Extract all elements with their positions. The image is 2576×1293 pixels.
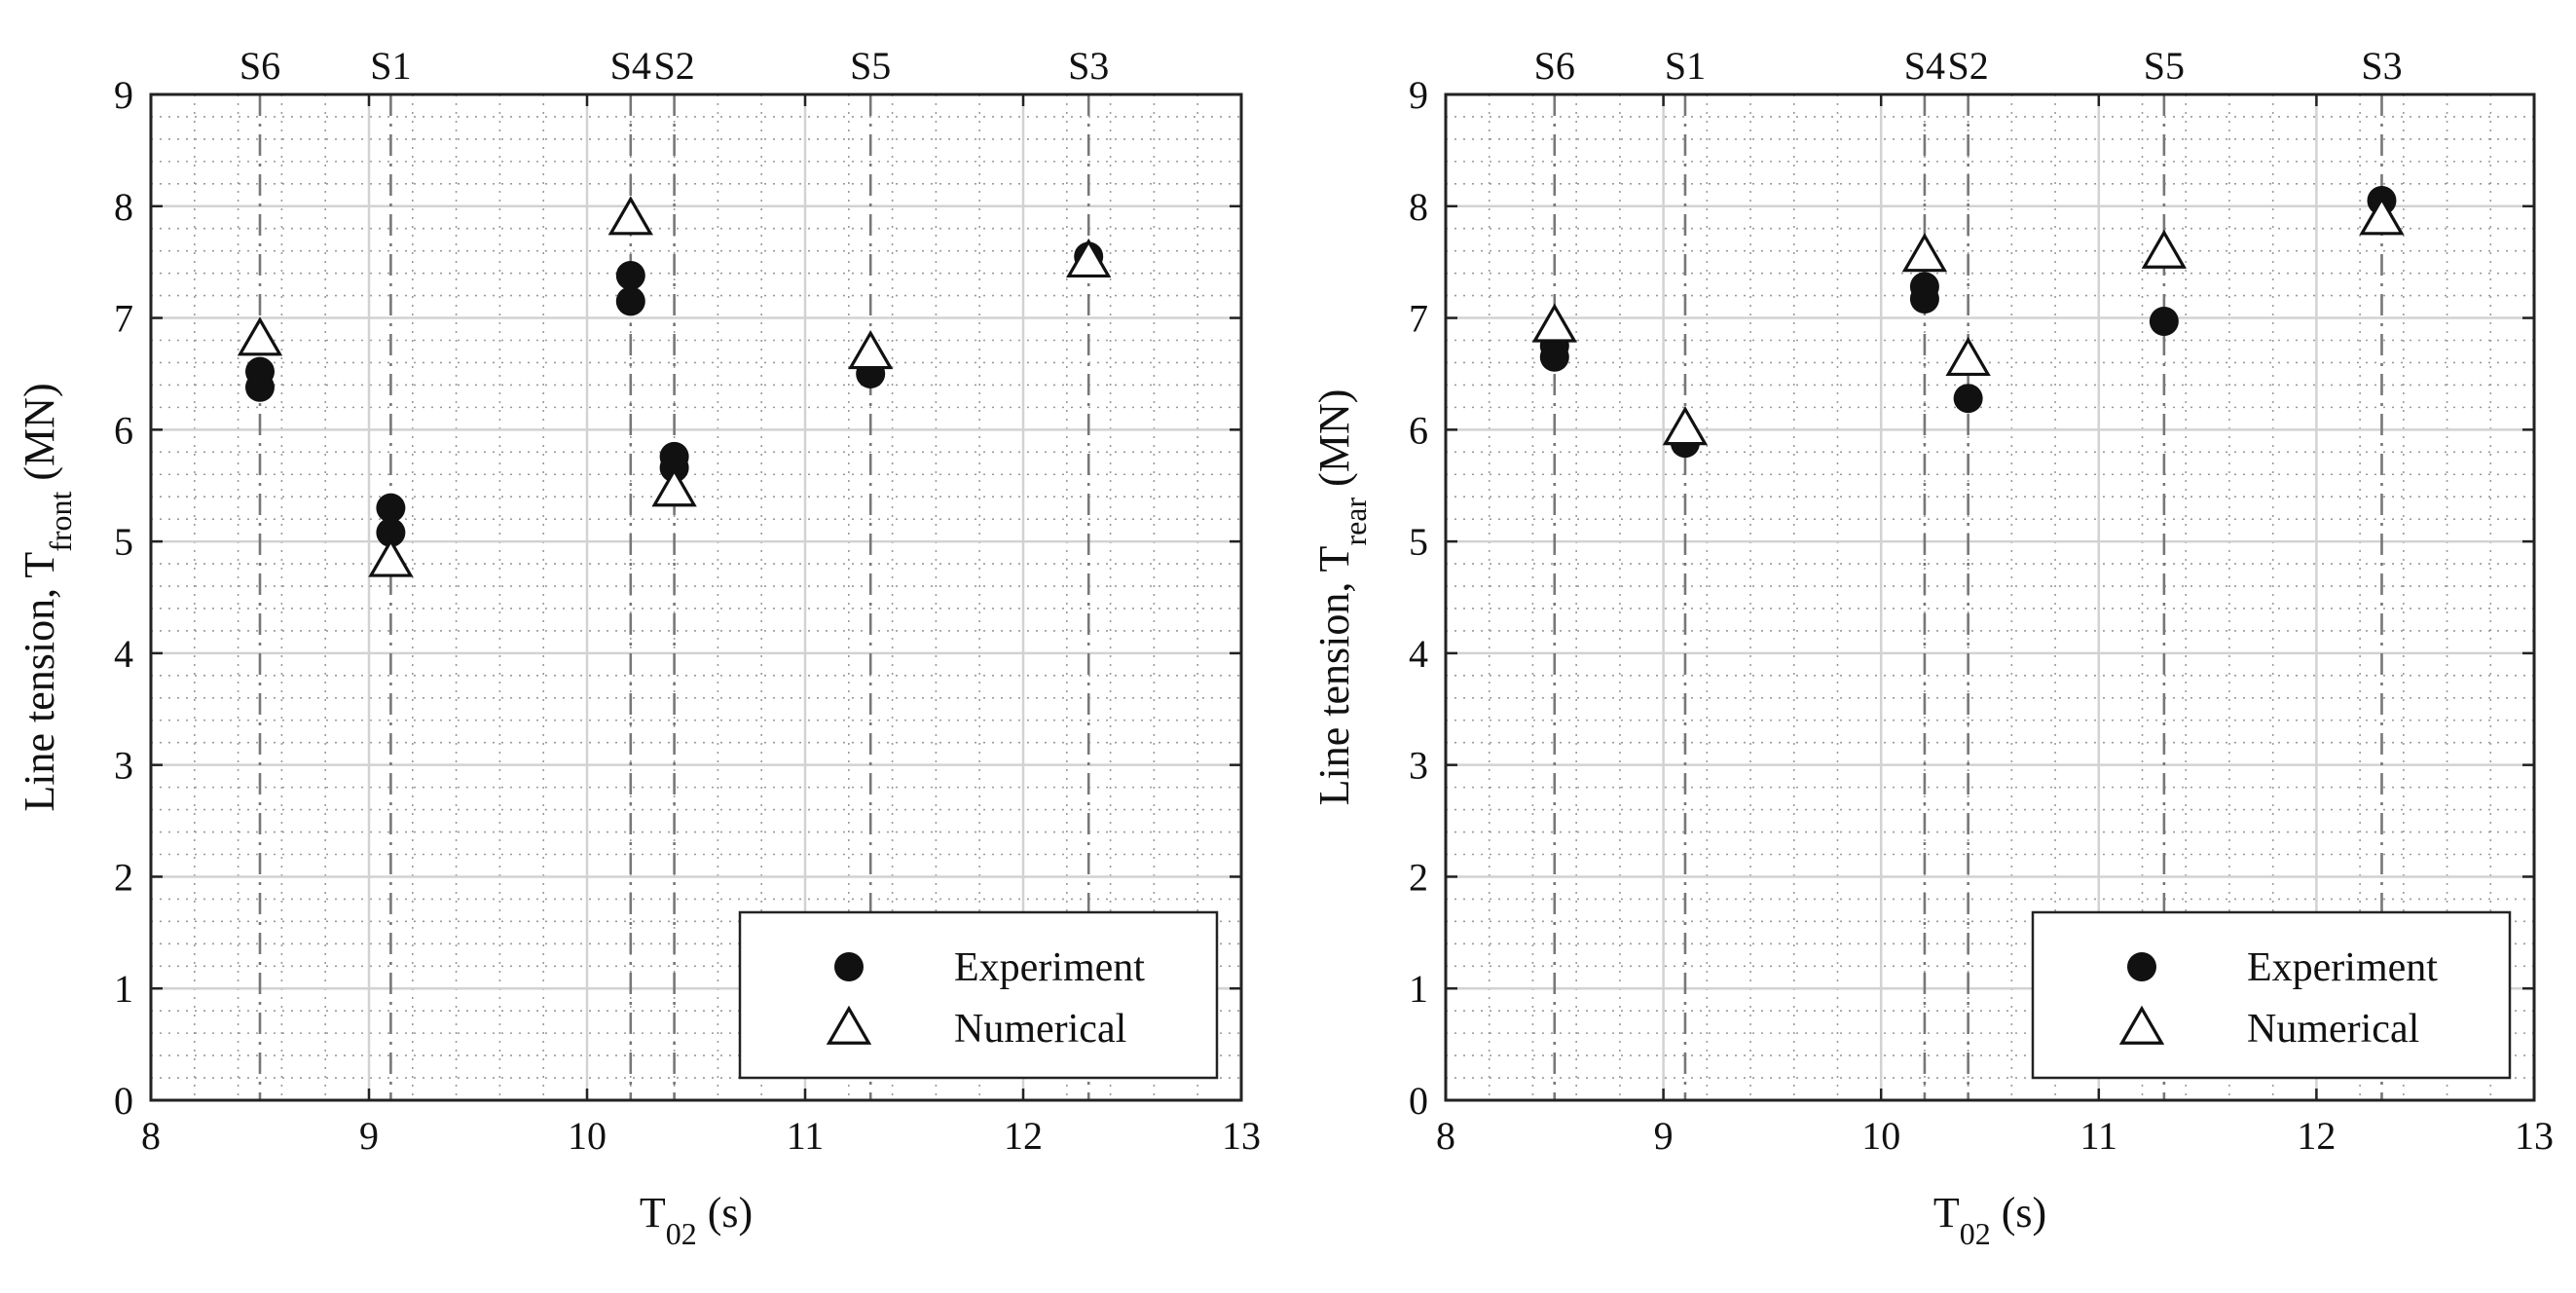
legend-box (2031, 910, 2512, 1080)
y-tick-label: 8 (1409, 185, 1428, 229)
x-tick-label: 13 (1222, 1114, 1261, 1158)
series-numerical (1531, 196, 2405, 446)
state-label-s4: S4 (610, 44, 651, 88)
y-tick-label: 4 (114, 632, 133, 676)
x-axis-label: T02 (s) (640, 1189, 753, 1251)
y-tick-label: 6 (1409, 408, 1428, 452)
y-tick-label: 5 (114, 520, 133, 564)
experiment-point (615, 286, 645, 316)
x-tick-label: 8 (141, 1114, 161, 1158)
y-tick-label: 9 (114, 73, 133, 117)
x-tick-label: 13 (2515, 1114, 2554, 1158)
y-tick-label: 3 (1409, 744, 1428, 788)
y-tick-label: 2 (114, 855, 133, 899)
legend-numerical-label: Numerical (2247, 1007, 2419, 1052)
state-label-s3: S3 (2361, 44, 2402, 88)
legend-numerical-label: Numerical (954, 1007, 1126, 1052)
numerical-point (1945, 336, 1991, 377)
state-label-s4: S4 (1904, 44, 1945, 88)
numerical-point (1066, 238, 1112, 278)
numerical-point (2359, 196, 2405, 236)
state-label-s6: S6 (1534, 44, 1575, 88)
legend-experiment-marker (2127, 952, 2156, 981)
numerical-point (651, 467, 697, 507)
experiment-point (615, 260, 645, 290)
state-label-s5: S5 (2144, 44, 2185, 88)
experiment-point (245, 372, 275, 402)
experiment-point (376, 517, 406, 547)
y-tick-label: 1 (1409, 967, 1428, 1011)
numerical-point (237, 316, 283, 356)
numerical-point (368, 537, 414, 577)
x-tick-label: 10 (1861, 1114, 1900, 1158)
x-tick-label: 10 (568, 1114, 607, 1158)
experiment-point (376, 493, 406, 523)
state-label-s2: S2 (653, 44, 694, 88)
experiment-point (1909, 284, 1939, 314)
plot-frame (1444, 92, 2536, 1102)
x-tick-label: 11 (787, 1114, 825, 1158)
numerical-point (1531, 303, 1577, 343)
x-tick-label: 12 (2297, 1114, 2336, 1158)
y-tick-label: 9 (1409, 73, 1428, 117)
minor-grid (151, 94, 1241, 1100)
y-tick-label: 6 (114, 408, 133, 452)
y-tick-label: 4 (1409, 632, 1428, 676)
x-tick-label: 9 (359, 1114, 379, 1158)
experiment-point (2149, 306, 2179, 336)
experiment-point (1953, 384, 1983, 414)
legend-experiment-marker (834, 952, 864, 981)
state-label-s1: S1 (370, 44, 411, 88)
numerical-point (848, 330, 894, 370)
y-tick-label: 3 (114, 744, 133, 788)
legend-experiment-label: Experiment (954, 945, 1145, 990)
y-tick-label: 5 (1409, 520, 1428, 564)
state-label-s1: S1 (1665, 44, 1706, 88)
legend: Experiment Numerical (2031, 910, 2512, 1080)
y-axis-label: Line tension, Tfront (MN) (16, 383, 78, 811)
numerical-point (1662, 406, 1709, 446)
y-tick-label: 8 (114, 185, 133, 229)
y-axis-label: Line tension, Trear (MN) (1310, 389, 1373, 806)
y-tick-label: 7 (1409, 297, 1428, 341)
x-tick-label: 9 (1654, 1114, 1674, 1158)
state-label-s6: S6 (239, 44, 280, 88)
y-tick-label: 1 (114, 967, 133, 1011)
numerical-point (607, 196, 653, 236)
numerical-point (1901, 233, 1948, 273)
legend-numerical-marker (2118, 1005, 2165, 1045)
y-tick-label: 0 (1409, 1079, 1428, 1123)
experiment-point (1539, 342, 1569, 372)
state-label-s3: S3 (1068, 44, 1109, 88)
legend-box (738, 910, 1219, 1080)
major-grid (151, 94, 1241, 1100)
series-numerical (237, 196, 1112, 577)
legend: Experiment Numerical (738, 910, 1219, 1080)
plot-frame (149, 92, 1243, 1102)
minor-grid (1446, 94, 2534, 1100)
x-tick-label: 11 (2080, 1114, 2118, 1158)
state-label-s5: S5 (850, 44, 891, 88)
state-label-s2: S2 (1948, 44, 1989, 88)
numerical-point (2141, 229, 2188, 269)
x-tick-label: 12 (1004, 1114, 1043, 1158)
y-tick-label: 2 (1409, 855, 1428, 899)
legend-experiment-label: Experiment (2247, 945, 2438, 990)
x-axis-label: T02 (s) (1933, 1189, 2046, 1251)
y-tick-label: 7 (114, 297, 133, 341)
y-tick-label: 0 (114, 1079, 133, 1123)
x-tick-label: 8 (1436, 1114, 1455, 1158)
legend-numerical-marker (826, 1005, 872, 1045)
